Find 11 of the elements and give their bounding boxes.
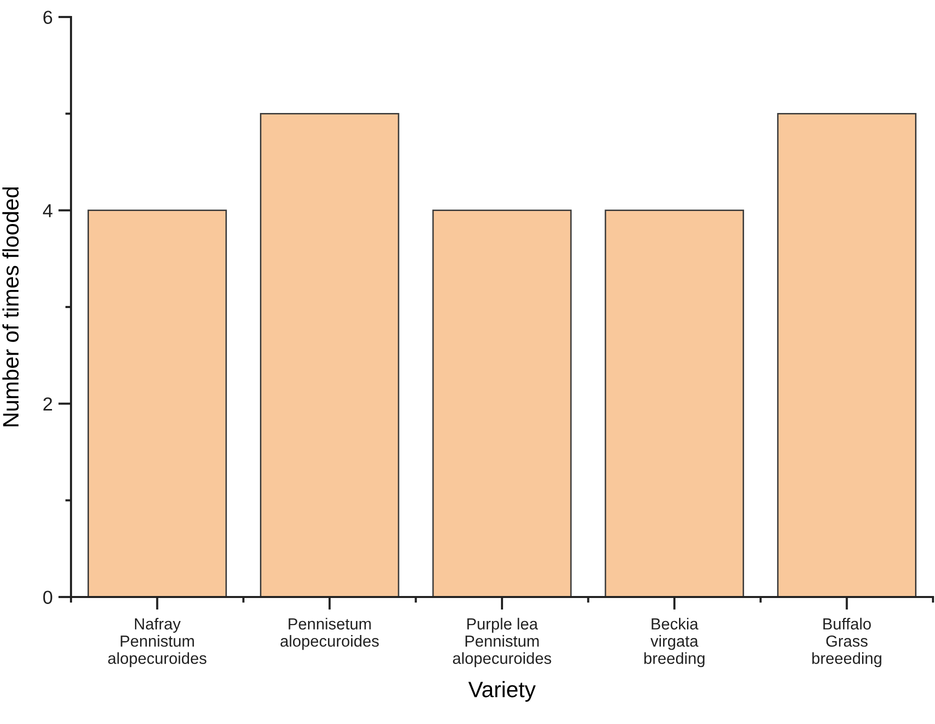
y-axis-title: Number of times flooded <box>2 187 19 426</box>
x-tick-label: Buffalo Grass breeeding <box>812 618 882 668</box>
y-tick-label: 4 <box>42 204 52 218</box>
y-tick-label: 6 <box>43 10 52 24</box>
x-tick-label: Nafray Pennistum alopecuroides <box>108 618 206 668</box>
x-axis-title: Variety <box>468 681 536 702</box>
x-tick-label: Purple lea Pennistum alopecuroides <box>452 618 552 668</box>
x-tick-label: Beckia virgata breeding <box>644 618 704 668</box>
y-tick-label: 0 <box>43 590 52 604</box>
y-tick-label: 2 <box>43 397 52 410</box>
x-tick-label: Pennisetum alopecuroides <box>280 618 379 650</box>
